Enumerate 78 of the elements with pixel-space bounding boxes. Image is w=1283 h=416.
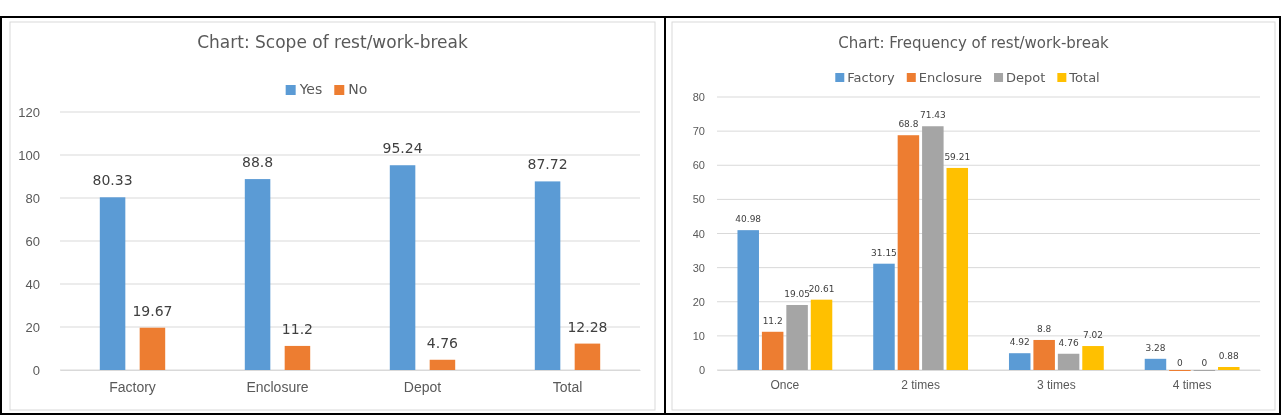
bar [922,126,944,370]
bar [244,179,271,370]
bar [1082,346,1104,370]
bar [737,230,759,370]
legend-label: Depot [1006,70,1046,85]
y-tick-label: 80 [25,190,40,206]
data-label: 11.2 [281,320,314,337]
bar [284,345,311,370]
legend-label: Factory [847,70,896,85]
data-label: 20.61 [808,283,835,294]
x-tick-label: 4 times [1172,377,1212,392]
y-tick-label: 30 [692,261,705,274]
data-label: 0 [1177,358,1184,368]
legend-label: Enclosure [918,70,983,85]
bar [1144,358,1167,370]
x-tick-label: 3 times [1037,377,1076,392]
x-tick-label: Total [552,378,583,395]
bar [534,181,561,370]
bar [389,165,416,370]
bar [99,197,126,370]
data-label: 11.2 [762,315,783,326]
data-label: 8.8 [1036,323,1052,334]
data-label: 0 [1201,358,1208,368]
chart-title: Chart: Frequency of rest/work-break [838,34,1110,52]
data-label: 68.8 [898,119,919,130]
bar [946,167,969,370]
data-label: 4.92 [1009,337,1030,348]
legend-label: Yes [298,81,323,97]
x-tick-label: Enclosure [246,378,309,395]
bar [1218,367,1240,370]
x-tick-label: Factory [109,378,156,395]
bar [1057,353,1080,370]
y-tick-label: 60 [692,159,705,172]
y-tick-label: 20 [692,295,705,308]
bar [786,304,808,370]
y-tick-label: 0 [698,364,705,377]
bar [1008,353,1031,370]
data-label: 80.33 [92,172,133,189]
data-label: 0.88 [1218,351,1240,361]
legend-label: Total [1068,70,1100,85]
bar [1033,339,1055,370]
bar [897,135,920,370]
bar [574,343,601,370]
y-tick-label: 40 [692,227,705,240]
y-tick-label: 10 [692,329,705,342]
y-tick-label: 40 [25,276,40,292]
data-label: 40.98 [735,214,762,225]
data-label: 4.76 [426,334,459,351]
y-tick-label: 0 [32,362,40,378]
bar [139,327,166,370]
data-label: 12.28 [567,318,608,335]
data-label: 88.8 [241,154,274,171]
bar [761,331,784,370]
x-tick-label: 2 times [901,377,940,392]
y-tick-label: 80 [692,91,705,104]
x-tick-label: Depot [403,378,442,395]
bar [429,359,456,370]
y-tick-label: 50 [692,193,705,206]
bar [873,263,895,370]
data-label: 19.05 [784,288,810,299]
data-label: 4.76 [1058,337,1079,348]
y-tick-label: 70 [692,125,705,138]
data-label: 31.15 [871,247,897,258]
data-label: 19.67 [132,302,173,319]
data-label: 87.72 [527,156,568,173]
chart-title: Chart: Scope of rest/work-break [197,32,468,52]
x-tick-label: Once [770,377,800,392]
y-tick-label: 20 [25,319,40,335]
data-label: 95.24 [382,140,423,157]
data-label: 3.28 [1145,342,1166,353]
data-label: 7.02 [1083,330,1104,341]
y-tick-label: 120 [18,104,40,120]
data-label: 59.21 [944,151,971,162]
data-label: 71.43 [919,110,946,121]
y-tick-label: 60 [25,233,40,249]
y-tick-label: 100 [18,147,40,163]
legend-label: No [348,81,368,97]
bar [810,299,833,370]
